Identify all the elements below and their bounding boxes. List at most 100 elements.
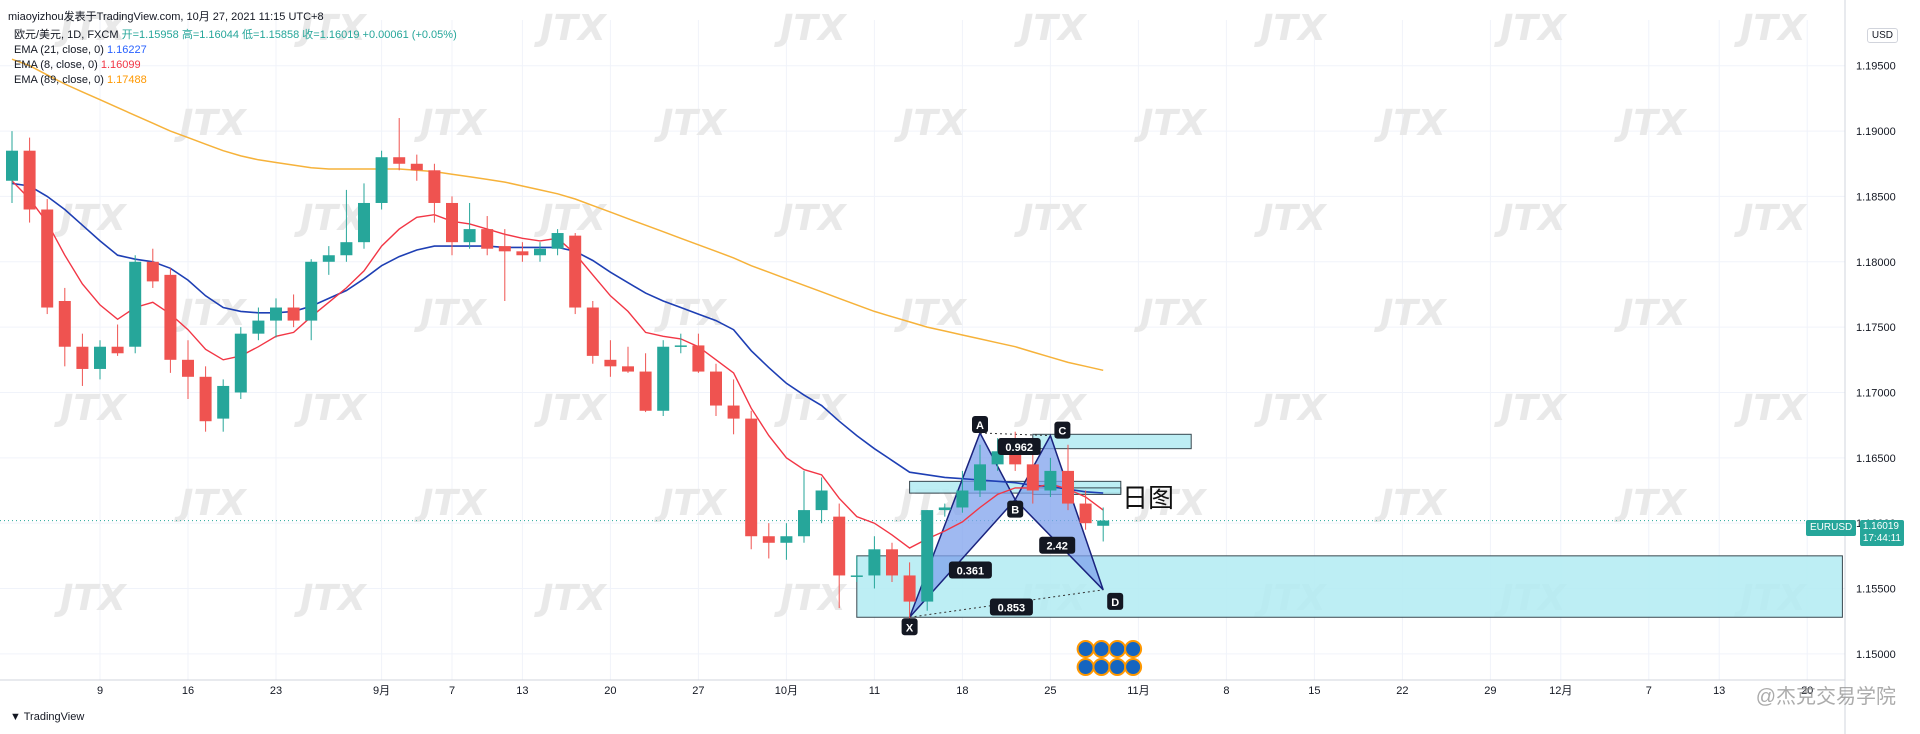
candle-body bbox=[815, 490, 828, 511]
candle-body bbox=[569, 235, 582, 308]
candle-body bbox=[833, 516, 846, 576]
candle-body bbox=[463, 229, 476, 243]
candle-body bbox=[1044, 470, 1057, 491]
watermark-logo: JTX bbox=[294, 198, 368, 239]
watermark-logo: JTX bbox=[174, 483, 248, 524]
price-badge-timer: 17:44:11 bbox=[1862, 533, 1901, 544]
legend-ema21-label: EMA (21, close, 0) bbox=[14, 44, 104, 56]
candle-body bbox=[604, 359, 617, 367]
price-badge: 1.16019 17:44:11 bbox=[1859, 520, 1904, 546]
x-tick-label: 22 bbox=[1396, 685, 1408, 697]
candle-body bbox=[780, 536, 793, 543]
candle-body bbox=[428, 170, 441, 203]
ratio-xd-label-bg bbox=[989, 598, 1033, 616]
pattern-label-a-bg bbox=[972, 415, 988, 433]
candle-body bbox=[393, 157, 406, 164]
x-tick-label: 25 bbox=[1044, 685, 1056, 697]
candle-body bbox=[516, 251, 529, 256]
watermark-logo: JTX bbox=[1134, 293, 1208, 334]
watermark-logo: JTX bbox=[1134, 103, 1208, 144]
currency-button[interactable]: USD bbox=[1866, 28, 1898, 43]
watermark-logo: JTX bbox=[294, 388, 368, 429]
ratio-xd-label: 0.853 bbox=[998, 603, 1026, 615]
x-tick-label: 18 bbox=[956, 685, 968, 697]
x-tick-label: 9 bbox=[97, 685, 103, 697]
watermark-logo: JTX bbox=[774, 8, 848, 49]
candle-body bbox=[886, 549, 898, 576]
watermark-logo: JTX bbox=[1014, 8, 1088, 49]
x-tick-label: 11月 bbox=[1127, 685, 1149, 697]
legend-ema89-row[interactable]: EMA (89, close, 0) 1.17488 bbox=[14, 73, 457, 88]
watermark-logo: JTX bbox=[294, 578, 368, 619]
x-tick-label: 20 bbox=[604, 685, 616, 697]
ratio-ac-label: 0.962 bbox=[1005, 442, 1033, 454]
watermark-logo: JTX bbox=[534, 198, 608, 239]
candle-body bbox=[745, 418, 758, 537]
candle-body bbox=[1079, 503, 1092, 524]
watermark-logo: JTX bbox=[534, 8, 608, 49]
candle-body bbox=[58, 300, 71, 347]
event-flag-icon bbox=[1076, 658, 1095, 676]
price-badge-price: 1.16019 bbox=[1862, 521, 1899, 532]
watermark-logo: JTX bbox=[774, 388, 848, 429]
candle-body bbox=[921, 510, 934, 602]
candle-body bbox=[534, 248, 546, 256]
x-tick-label: 15 bbox=[1308, 685, 1320, 697]
legend-symbol[interactable]: 欧元/美元, 1D, FXCM bbox=[14, 29, 119, 41]
legend-ema8-label: EMA (8, close, 0) bbox=[14, 59, 98, 71]
candle-body bbox=[692, 345, 705, 372]
candle-body bbox=[252, 320, 265, 334]
x-tick-label: 11 bbox=[869, 685, 880, 697]
watermark-logo: JTX bbox=[894, 293, 968, 334]
candle-body bbox=[6, 150, 18, 181]
legend: 欧元/美元, 1D, FXCM 开=1.15958 高=1.16044 低=1.… bbox=[14, 28, 457, 88]
candle-body bbox=[956, 490, 969, 508]
legend-ema8-row[interactable]: EMA (8, close, 0) 1.16099 bbox=[14, 58, 457, 73]
watermark-logo: JTX bbox=[1374, 103, 1448, 144]
pattern-label-x: X bbox=[906, 622, 914, 634]
candle-body bbox=[410, 163, 423, 171]
candle-body bbox=[1062, 470, 1074, 504]
watermark-logo: JTX bbox=[1014, 388, 1088, 429]
event-flag-icon bbox=[1076, 640, 1095, 658]
ratio-bd-label-bg bbox=[1039, 536, 1076, 554]
candle-body bbox=[217, 385, 230, 419]
candle-body bbox=[586, 307, 599, 356]
candle-body bbox=[76, 346, 89, 369]
annotation-label: 日图 bbox=[1122, 483, 1175, 513]
watermark-logo: JTX bbox=[654, 293, 728, 334]
legend-ema89-value: 1.17488 bbox=[106, 74, 147, 86]
candle-body bbox=[146, 261, 159, 282]
legend-ema21-row[interactable]: EMA (21, close, 0) 1.16227 bbox=[14, 43, 457, 58]
candle-body bbox=[41, 209, 54, 308]
x-tick-label: 8 bbox=[1223, 685, 1229, 697]
x-tick-label: 9月 bbox=[373, 685, 390, 697]
watermark-logo: JTX bbox=[414, 293, 488, 334]
watermark-logo: JTX bbox=[534, 578, 608, 619]
watermark-logo: JTX bbox=[1494, 8, 1568, 49]
x-tick-label: 13 bbox=[516, 685, 528, 697]
candle-body bbox=[358, 202, 370, 243]
pattern-label-a: A bbox=[976, 420, 984, 432]
x-tick-label: 7 bbox=[1646, 685, 1652, 697]
y-tick-label: 1.15500 bbox=[1856, 584, 1896, 596]
watermark-logo: JTX bbox=[1374, 483, 1448, 524]
symbol-badge: EURUSD bbox=[1806, 520, 1857, 536]
watermark-logo: JTX bbox=[774, 198, 848, 239]
candle-body bbox=[868, 549, 881, 576]
legend-ohlc: 开=1.15958 高=1.16044 低=1.15858 收=1.16019 … bbox=[121, 29, 457, 41]
watermark-logo: JTX bbox=[1254, 198, 1328, 239]
tradingview-logo[interactable]: ▼ TradingView bbox=[10, 711, 84, 723]
candle-body bbox=[850, 575, 863, 577]
watermark-logo: JTX bbox=[1014, 198, 1088, 239]
watermark-logo: JTX bbox=[1734, 198, 1808, 239]
watermark-logo: JTX bbox=[414, 103, 488, 144]
watermark-logo: JTX bbox=[1254, 8, 1328, 49]
watermark-logo: JTX bbox=[174, 103, 248, 144]
candle-body bbox=[199, 376, 212, 422]
legend-ema8-value: 1.16099 bbox=[100, 59, 141, 71]
y-tick-label: 1.15000 bbox=[1856, 649, 1896, 661]
x-tick-label: 13 bbox=[1713, 685, 1725, 697]
watermark-logo: JTX bbox=[1254, 388, 1328, 429]
